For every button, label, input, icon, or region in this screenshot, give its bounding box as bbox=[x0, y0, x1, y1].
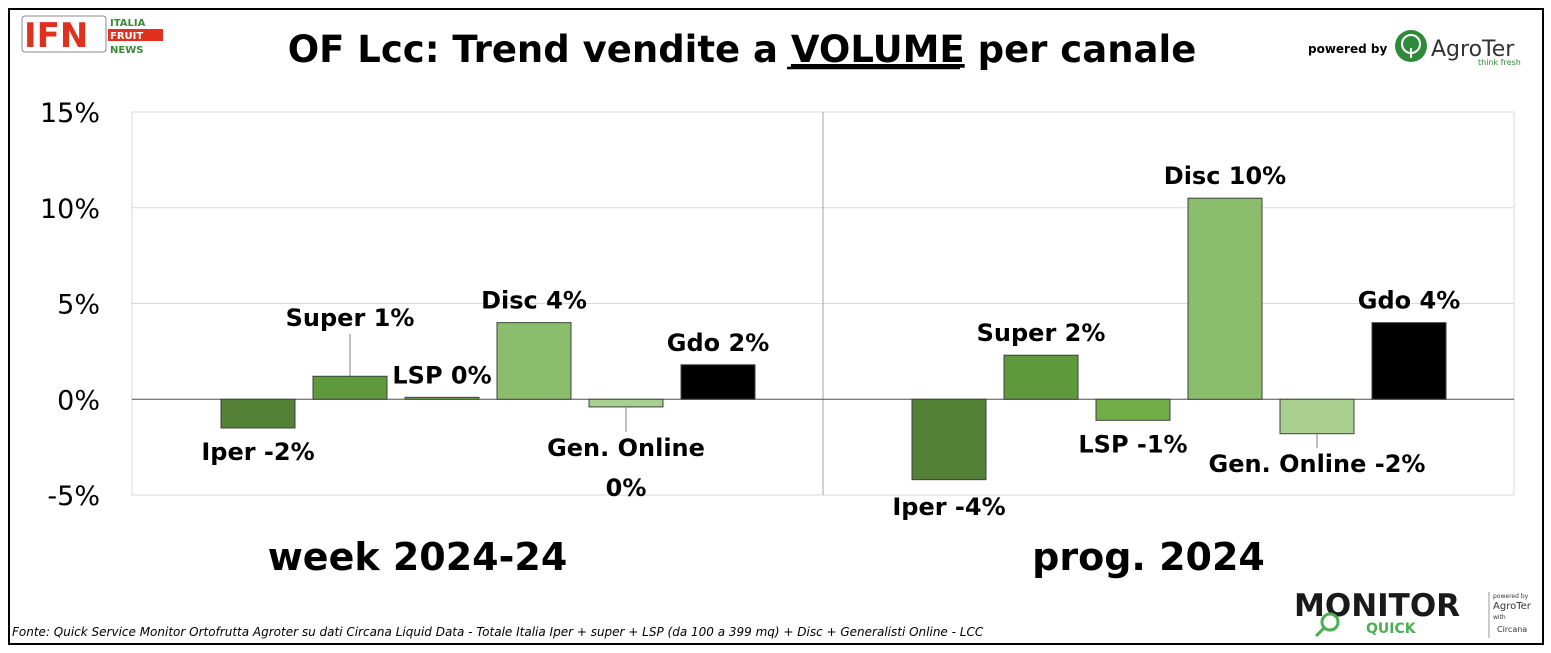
ifn-logo-band bbox=[108, 29, 163, 41]
ifn-logo-letters: IFN bbox=[24, 16, 88, 56]
chart-title: OF Lcc: Trend vendite a VOLUME per canal… bbox=[288, 28, 1197, 71]
data-label: LSP 0% bbox=[392, 361, 491, 389]
data-label: Gen. Online bbox=[547, 434, 705, 462]
ifn-logo-line2: FRUIT bbox=[110, 31, 143, 42]
group-label: prog. 2024 bbox=[1032, 535, 1265, 579]
data-label: Gdo 2% bbox=[667, 329, 769, 357]
data-label: Disc 4% bbox=[481, 287, 587, 315]
data-label: Super 1% bbox=[286, 304, 415, 332]
data-label: Gdo 4% bbox=[1358, 287, 1460, 315]
ifn-logo-box bbox=[21, 15, 107, 53]
plot-area: -5% 0% 5% 10% 15% Iper -2% Super 1% LSP 0% Disc … bbox=[40, 98, 1515, 579]
title-emphasis: VOLUME bbox=[791, 28, 965, 71]
bar bbox=[1095, 398, 1171, 421]
y-tick-label: -5% bbox=[47, 481, 100, 512]
ifn-logo-line3: NEWS bbox=[110, 45, 143, 56]
data-label: Iper -4% bbox=[892, 493, 1005, 521]
data-label: 0% bbox=[606, 474, 647, 502]
y-tick-label: 10% bbox=[40, 194, 100, 225]
data-label: Super 2% bbox=[977, 319, 1106, 347]
monitor-brand: AgroTer bbox=[1493, 601, 1532, 612]
agroter-tagline: think fresh bbox=[1478, 58, 1521, 67]
monitor-quick-logo: MONITOR QUICK powered by AgroTer with Ci… bbox=[1294, 588, 1532, 638]
agroter-powered-by: powered by bbox=[1308, 42, 1387, 56]
monitor-word: MONITOR bbox=[1294, 588, 1460, 624]
y-tick-label: 5% bbox=[57, 290, 100, 321]
monitor-with: with bbox=[1493, 614, 1506, 621]
bar bbox=[680, 364, 756, 400]
bar bbox=[1003, 354, 1079, 400]
bar bbox=[1371, 322, 1447, 400]
monitor-partner: Circana bbox=[1497, 625, 1527, 634]
data-label: LSP -1% bbox=[1078, 430, 1187, 458]
y-tick-label: 0% bbox=[57, 385, 100, 416]
data-label: Gen. Online -2% bbox=[1209, 450, 1426, 478]
y-tick-label: 15% bbox=[40, 98, 100, 129]
bar bbox=[496, 322, 572, 400]
bar bbox=[220, 398, 296, 429]
chart-frame bbox=[8, 8, 1544, 645]
agroter-logo: powered by AgroTer think fresh bbox=[1308, 30, 1521, 67]
bar bbox=[312, 375, 388, 400]
ifn-logo-line1: ITALIA bbox=[110, 18, 146, 29]
bar bbox=[911, 398, 987, 481]
bar bbox=[588, 398, 664, 408]
agroter-name: AgroTer bbox=[1431, 37, 1515, 62]
ifn-logo: IFN ITALIA FRUIT NEWS bbox=[21, 15, 163, 56]
magnifier-icon bbox=[1320, 612, 1340, 632]
bar bbox=[1187, 197, 1263, 400]
monitor-sub: QUICK bbox=[1366, 621, 1417, 637]
data-label: Iper -2% bbox=[201, 438, 314, 466]
monitor-powered-by: powered by bbox=[1493, 593, 1529, 600]
footer-source: Fonte: Quick Service Monitor Ortofrutta … bbox=[12, 625, 984, 639]
group-label: week 2024-24 bbox=[268, 535, 568, 579]
bar bbox=[1279, 398, 1355, 435]
data-label: Disc 10% bbox=[1164, 162, 1286, 190]
bar bbox=[404, 396, 480, 400]
